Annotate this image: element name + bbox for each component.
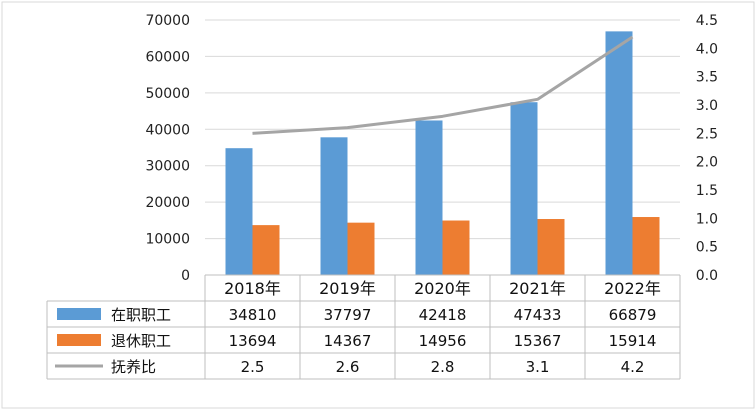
bar-in-service xyxy=(225,148,253,275)
data-label: 3.1 xyxy=(526,358,550,376)
right-tick-label: 2.5 xyxy=(696,126,718,142)
data-label: 15367 xyxy=(514,332,562,350)
data-label: 47433 xyxy=(514,306,562,324)
right-tick-label: 4.0 xyxy=(696,41,718,57)
bar-in-service xyxy=(605,31,633,276)
data-label: 2.6 xyxy=(336,358,360,376)
left-tick-label: 0 xyxy=(181,268,190,284)
left-tick-label: 70000 xyxy=(145,13,190,29)
right-tick-label: 3.0 xyxy=(696,98,718,114)
data-label: 66879 xyxy=(609,306,657,324)
right-tick-label: 0.5 xyxy=(696,240,718,256)
left-tick-label: 10000 xyxy=(145,232,190,248)
line-series xyxy=(252,35,634,135)
left-tick-label: 40000 xyxy=(145,122,190,138)
data-label: 15914 xyxy=(609,332,657,350)
right-tick-label: 4.5 xyxy=(696,13,718,29)
bar-in-service xyxy=(510,102,538,275)
data-label: 14956 xyxy=(419,332,467,350)
bar-retired xyxy=(252,225,280,275)
legend-key-retired xyxy=(57,334,101,346)
left-tick-label: 50000 xyxy=(145,86,190,102)
data-label: 14367 xyxy=(324,332,372,350)
category-label: 2018年 xyxy=(224,279,281,298)
category-label: 2022年 xyxy=(604,279,661,298)
bar-retired xyxy=(632,217,660,275)
right-tick-label: 0.0 xyxy=(696,268,718,284)
bar-retired xyxy=(347,222,375,275)
data-label: 34810 xyxy=(229,306,277,324)
left-tick-label: 20000 xyxy=(145,195,190,211)
category-label: 2021年 xyxy=(509,279,566,298)
legend-label: 退休职工 xyxy=(111,332,171,350)
dependency-ratio-line xyxy=(252,35,634,135)
right-tick-label: 2.0 xyxy=(696,155,718,171)
bar-retired xyxy=(442,220,470,275)
right-tick-label: 3.5 xyxy=(696,70,718,86)
left-axis-ticks: 0 10000 20000 30000 40000 50000 60000 70000 xyxy=(145,13,190,284)
category-label: 2019年 xyxy=(319,279,376,298)
left-tick-label: 60000 xyxy=(145,49,190,65)
data-label: 13694 xyxy=(229,332,277,350)
legend-label: 抚养比 xyxy=(111,358,156,376)
bar-in-service xyxy=(415,120,443,275)
data-label: 37797 xyxy=(324,306,372,324)
legend-label: 在职职工 xyxy=(111,306,171,324)
data-label: 2.5 xyxy=(241,358,265,376)
left-tick-label: 30000 xyxy=(145,159,190,175)
bar-retired xyxy=(537,219,565,275)
category-label: 2020年 xyxy=(414,279,471,298)
right-tick-label: 1.0 xyxy=(696,211,718,227)
right-axis-ticks: 0.0 0.5 1.0 1.5 2.0 2.5 3.0 3.5 4.0 4.5 xyxy=(696,13,718,284)
bars xyxy=(225,31,660,276)
legend-key-in-service xyxy=(57,308,101,320)
data-label: 2.8 xyxy=(431,358,455,376)
right-tick-label: 1.5 xyxy=(696,183,718,199)
data-label: 42418 xyxy=(419,306,467,324)
data-label: 4.2 xyxy=(621,358,645,376)
bar-in-service xyxy=(320,137,348,275)
